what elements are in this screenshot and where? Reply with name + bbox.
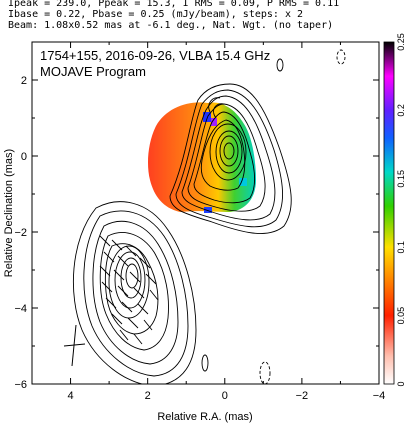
x-tick-label: 4 xyxy=(67,390,73,402)
header-line-2: Ibase = 0.22, Pbase = 0.25 (mJy/beam), s… xyxy=(8,9,304,20)
core-contours xyxy=(169,83,292,234)
jet-contours xyxy=(72,201,197,384)
colorbar-tick-label: 0.1 xyxy=(396,241,406,254)
polarization-pixel xyxy=(211,118,217,126)
polarization-vectors xyxy=(99,235,159,345)
y-tick-label: 0 xyxy=(21,151,27,163)
isolated-contours xyxy=(201,49,346,384)
y-tick-label: −4 xyxy=(14,303,27,315)
y-axis-label: Relative Declination (mas) xyxy=(3,149,15,277)
colorbar-tick-label: 0.25 xyxy=(396,33,406,51)
colorbar-tick-labels: 0 0.05 0.1 0.15 0.2 0.25 xyxy=(396,33,406,386)
x-tick-label: −4 xyxy=(373,390,386,402)
colorbar-tick-label: 0.15 xyxy=(396,170,406,188)
plot-frame xyxy=(31,41,380,385)
header-line-1: Ipeak = 239.0, Ppeak = 15.3, I RMS = 0.0… xyxy=(8,0,340,9)
header-line-3: Beam: 1.08x0.52 mas at -6.1 deg., Nat. W… xyxy=(8,20,334,31)
y-tick-label: −2 xyxy=(14,227,27,239)
colorbar xyxy=(383,41,395,385)
chart-title: 1754+155, 2016-09-26, VLBA 15.4 GHz xyxy=(40,48,270,63)
x-tick-label: 0 xyxy=(222,390,228,402)
y-tick-label: −6 xyxy=(14,379,27,391)
axis-ticks xyxy=(31,41,380,385)
x-tick-label: −2 xyxy=(296,390,309,402)
x-axis-label: Relative R.A. (mas) xyxy=(157,411,252,423)
colorbar-tick-label: 0.2 xyxy=(396,104,406,117)
x-tick-label: 2 xyxy=(145,390,151,402)
polarization-pixel xyxy=(204,207,212,213)
beam-marker xyxy=(63,324,86,367)
y-tick-label: 2 xyxy=(21,75,27,87)
polarization-pixel xyxy=(239,178,247,186)
chart-subtitle: MOJAVE Program xyxy=(40,64,146,79)
colorbar-tick-label: 0 xyxy=(396,381,406,386)
colorbar-tick-label: 0.05 xyxy=(396,307,406,325)
tick-labels: 4 2 0 −2 −4 2 0 −2 −4 −6 xyxy=(14,75,385,402)
polarization-pixel xyxy=(203,112,211,122)
